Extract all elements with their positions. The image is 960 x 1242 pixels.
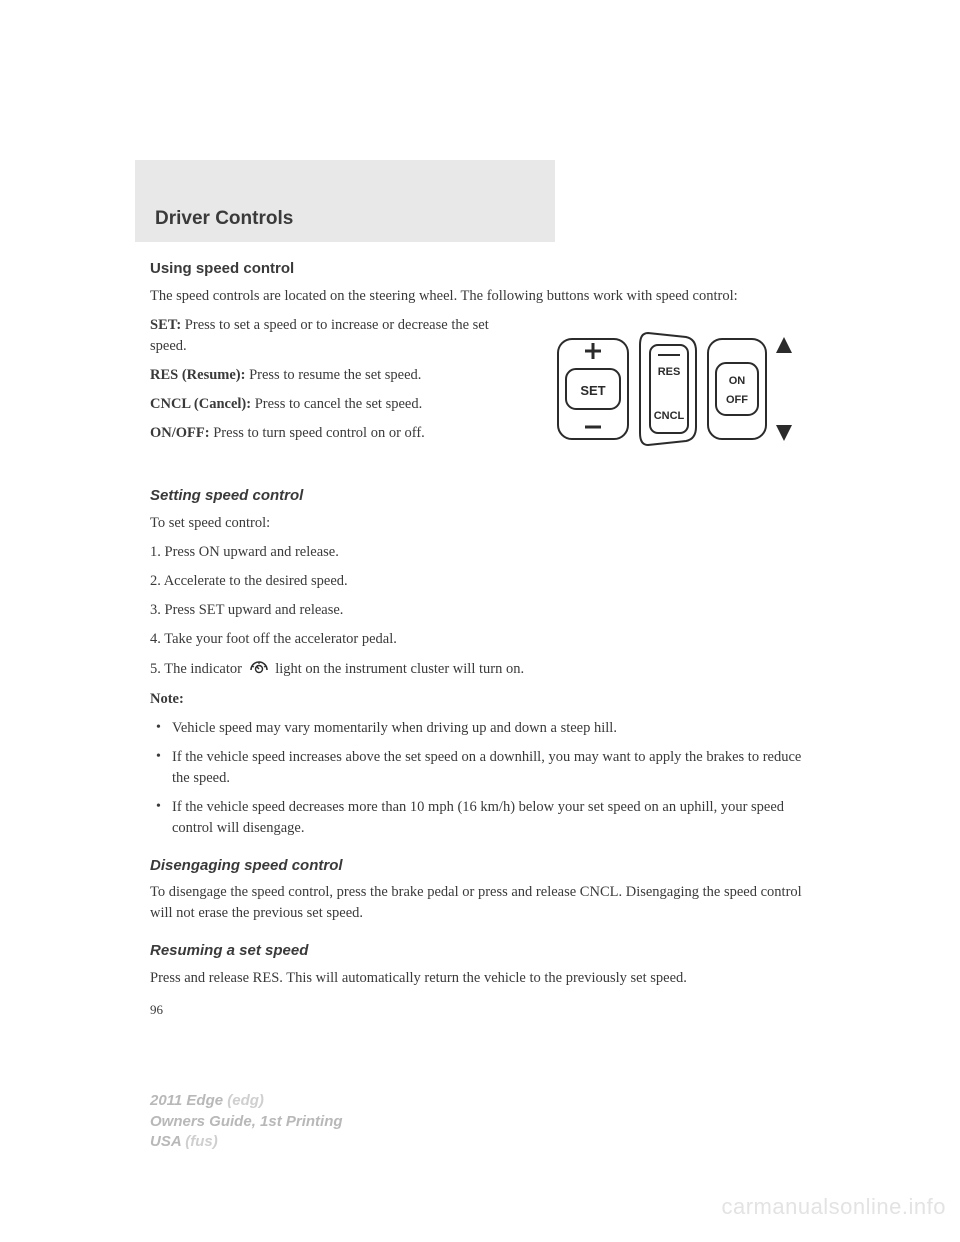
note-label: Note:	[150, 691, 184, 707]
footer-code1: (edg)	[227, 1092, 264, 1109]
on-label: ON	[729, 375, 746, 387]
set-label: SET	[580, 383, 605, 398]
def-set: SET: Press to set a speed or to increase…	[150, 315, 512, 357]
note-heading: Note:	[150, 689, 810, 710]
def-onoff-text: Press to turn speed control on or off.	[210, 425, 425, 441]
note-item-1: Vehicle speed may vary momentarily when …	[150, 718, 810, 739]
def-set-text: Press to set a speed or to increase or d…	[150, 317, 489, 354]
arrow-down-icon	[776, 425, 792, 441]
page-number: 96	[150, 1001, 810, 1020]
def-onoff-label: ON/OFF:	[150, 425, 210, 441]
footer-code2: (fus)	[185, 1133, 218, 1150]
heading-using-speed-control: Using speed control	[150, 258, 810, 280]
def-res-text: Press to resume the set speed.	[245, 367, 421, 383]
onoff-group: ON OFF	[708, 337, 792, 441]
watermark: carmanualsonline.info	[721, 1194, 946, 1220]
step-5-prefix: 5. The indicator	[150, 660, 246, 676]
content: Using speed control The speed controls a…	[150, 258, 810, 1020]
footer: 2011 Edge (edg) Owners Guide, 1st Printi…	[150, 1091, 343, 1152]
step-4: 4. Take your foot off the accelerator pe…	[150, 629, 810, 650]
heading-resuming: Resuming a set speed	[150, 940, 810, 962]
diagram-svg: SET RES CNCL	[540, 319, 800, 469]
section-title: Driver Controls	[155, 208, 535, 230]
res-label: RES	[658, 366, 681, 378]
def-onoff: ON/OFF: Press to turn speed control on o…	[150, 423, 512, 444]
step-5-suffix: light on the instrument cluster will tur…	[275, 660, 524, 676]
onoff-inner-rect	[716, 363, 758, 415]
def-cncl-text: Press to cancel the set speed.	[251, 396, 422, 412]
heading-setting-speed-control: Setting speed control	[150, 485, 810, 507]
page-container: Driver Controls Using speed control The …	[0, 0, 960, 1020]
resume-text: Press and release RES. This will automat…	[150, 968, 810, 989]
def-cncl: CNCL (Cancel): Press to cancel the set s…	[150, 394, 512, 415]
definitions-and-diagram-row: SET: Press to set a speed or to increase…	[150, 315, 810, 469]
footer-line-3: USA (fus)	[150, 1132, 343, 1152]
steering-wheel-buttons-diagram: SET RES CNCL	[530, 315, 810, 469]
definitions-column: SET: Press to set a speed or to increase…	[150, 315, 512, 452]
cruise-indicator-icon	[248, 658, 270, 681]
footer-line-1: 2011 Edge (edg)	[150, 1091, 343, 1111]
footer-line-2: Owners Guide, 1st Printing	[150, 1112, 343, 1132]
footer-region: USA	[150, 1133, 185, 1150]
heading-disengaging: Disengaging speed control	[150, 855, 810, 877]
def-set-label: SET:	[150, 317, 181, 333]
arrow-up-icon	[776, 337, 792, 353]
cncl-label: CNCL	[654, 410, 685, 422]
note-list: Vehicle speed may vary momentarily when …	[150, 718, 810, 839]
note-item-2: If the vehicle speed increases above the…	[150, 747, 810, 789]
note-item-3: If the vehicle speed decreases more than…	[150, 797, 810, 839]
header-band: Driver Controls	[135, 160, 555, 242]
res-cncl-group: RES CNCL	[640, 333, 696, 445]
step-5: 5. The indicator light on the instrument…	[150, 658, 810, 681]
def-cncl-label: CNCL (Cancel):	[150, 396, 251, 412]
footer-model: 2011 Edge	[150, 1092, 227, 1109]
step-1: 1. Press ON upward and release.	[150, 542, 810, 563]
disengage-text: To disengage the speed control, press th…	[150, 882, 810, 924]
intro-paragraph: The speed controls are located on the st…	[150, 286, 810, 307]
def-res: RES (Resume): Press to resume the set sp…	[150, 365, 512, 386]
def-res-label: RES (Resume):	[150, 367, 245, 383]
step-2: 2. Accelerate to the desired speed.	[150, 571, 810, 592]
off-label: OFF	[726, 394, 748, 406]
step-3: 3. Press SET upward and release.	[150, 600, 810, 621]
set-button-group: SET	[558, 339, 628, 439]
setting-intro: To set speed control:	[150, 513, 810, 534]
